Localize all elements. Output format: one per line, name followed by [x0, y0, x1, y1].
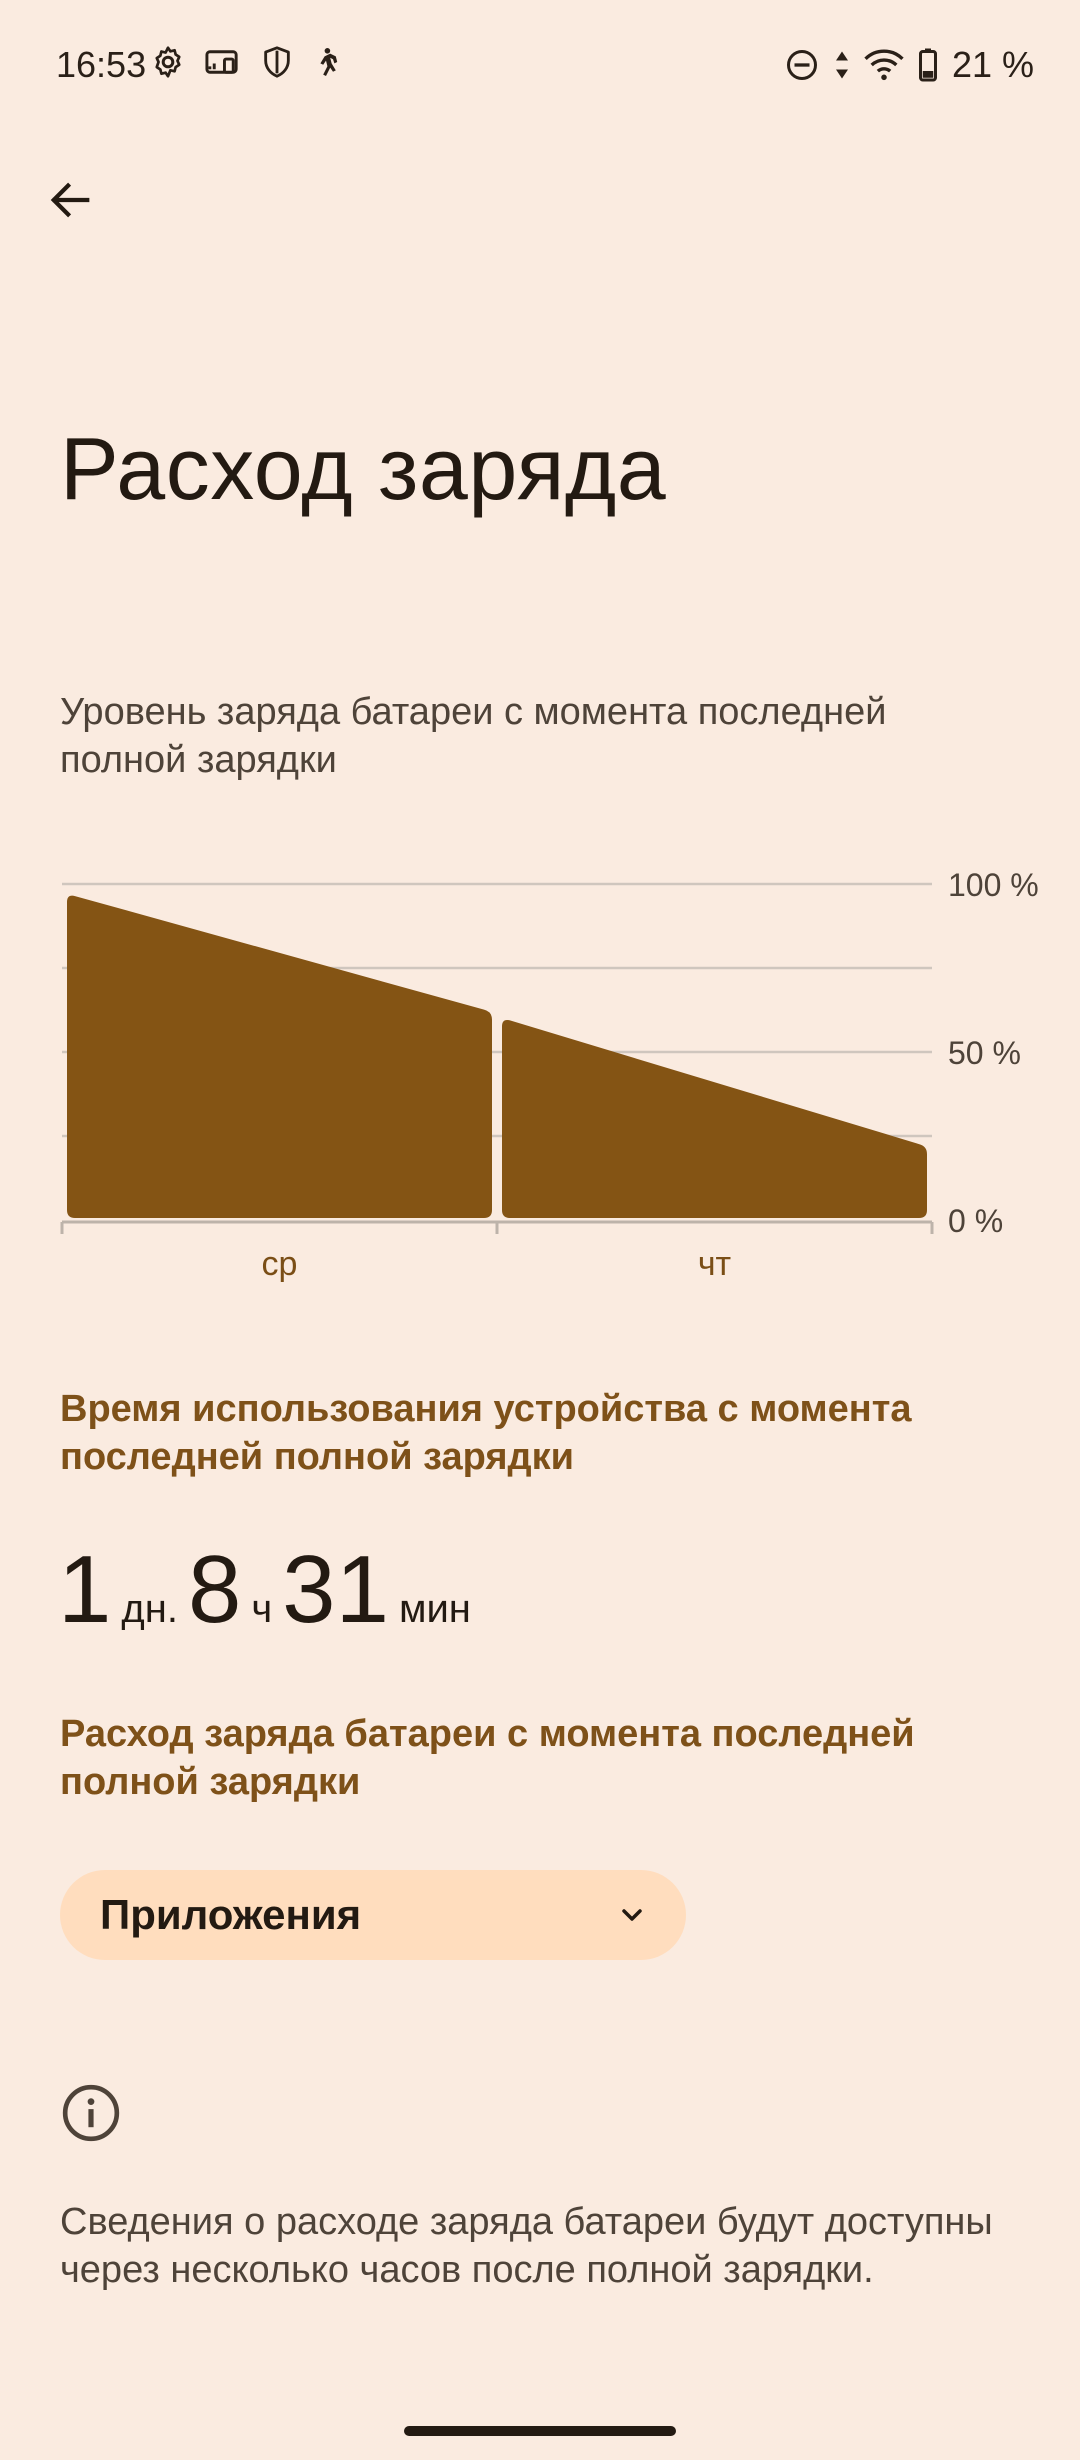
wifi-icon: [864, 49, 904, 81]
chart-bar-чт: [502, 1020, 927, 1218]
consumption-title: Расход заряда батареи с момента последне…: [60, 1713, 915, 1803]
info-text: Сведения о расходе заряда батареи будут …: [60, 2201, 993, 2291]
home-indicator: [404, 2426, 676, 2436]
battery-percent: 21 %: [951, 44, 1034, 85]
page-title: Расход заряда: [60, 419, 667, 518]
info-icon: [62, 2084, 120, 2142]
chart-y-tick-label: 0 %: [948, 1203, 1003, 1239]
cast-icon: [205, 50, 238, 74]
usage-hours-unit: ч: [251, 1587, 273, 1631]
usage-minutes-unit: мин: [398, 1587, 471, 1631]
usage-hours: 8: [187, 1536, 242, 1643]
data-arrows-icon: [835, 51, 848, 79]
battery-icon: [918, 48, 937, 82]
usage-days-unit: дн.: [121, 1587, 178, 1631]
chart-caption: Уровень заряда батареи с момента последн…: [60, 691, 887, 781]
walking-icon: [320, 48, 338, 76]
status-time: 16:53: [56, 44, 147, 85]
chart-bar-ср: [67, 895, 492, 1218]
dropdown-label: Приложения: [100, 1891, 362, 1938]
chart-y-tick-label: 100 %: [948, 867, 1039, 903]
usage-title: Время использования устройства с момента…: [60, 1388, 912, 1478]
apps-dropdown[interactable]: Приложения: [60, 1870, 686, 1960]
shield-icon: [264, 46, 290, 78]
chart-y-tick-label: 50 %: [948, 1035, 1021, 1071]
chart-category-label: ср: [262, 1245, 298, 1283]
settings-icon: [155, 46, 181, 78]
usage-days: 1: [58, 1536, 112, 1643]
usage-value: 1 дн. 8 ч 31 мин: [58, 1540, 481, 1640]
chart-category-label: чт: [698, 1245, 731, 1283]
do-not-disturb-icon: [786, 50, 817, 80]
battery-chart: ср чт 100 % 50 % 0 %: [60, 867, 1039, 1283]
chevron-down-icon: [622, 1909, 642, 1921]
status-icons-left: [150, 44, 340, 80]
arrow-left-icon: [50, 182, 90, 218]
status-icons-right: 21 %: [784, 44, 1034, 86]
usage-minutes: 31: [282, 1536, 389, 1643]
status-bar: 16:53: [0, 0, 1080, 130]
back-button[interactable]: [38, 168, 102, 232]
